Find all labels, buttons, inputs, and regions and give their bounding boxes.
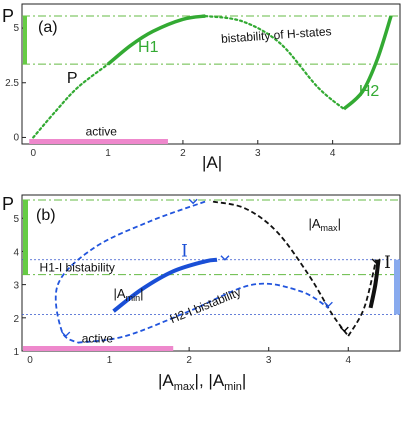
amin-sub: min <box>126 293 141 303</box>
panel-a-series <box>32 14 393 139</box>
series-b-2 <box>54 200 206 344</box>
x-tick-label-b-4: 4 <box>345 355 351 366</box>
amax-main: |A <box>308 216 320 231</box>
label-h2: H2 <box>359 83 380 100</box>
amin-main: |A <box>114 286 126 301</box>
x-tick-label-a-0: 0 <box>30 148 36 159</box>
panel-a-xlabel: |A| <box>202 153 222 172</box>
panel-a-lines <box>22 15 400 144</box>
amax-sub: max <box>321 223 339 233</box>
series-b-3 <box>77 282 329 344</box>
active-bar-a <box>29 139 168 144</box>
label-h1-i-bistability: H1-I bistability <box>40 260 115 274</box>
label-active-b: active <box>82 332 114 346</box>
y-tick-label-b-2: 3 <box>13 281 19 292</box>
x-tick-label-b-3: 3 <box>266 355 272 366</box>
bistability-bar-green-b <box>23 199 28 275</box>
xlabel-part1: |A <box>158 371 174 390</box>
panel-a-frame <box>21 3 401 145</box>
x-tick-label-a-3: 3 <box>255 148 261 159</box>
y-tick-label-a-0: 0 <box>13 132 19 143</box>
xlabel-sub1: max <box>174 381 195 393</box>
xlabel-sub2: min <box>224 381 242 393</box>
label-i-left: I <box>181 241 188 261</box>
active-bar-b <box>23 346 174 351</box>
series-a-h2 <box>342 15 393 111</box>
series-b-5 <box>368 259 381 309</box>
series-b-4 <box>347 259 378 337</box>
arrowhead-5 <box>188 198 198 205</box>
label-h1: H1 <box>138 39 159 56</box>
x-tick-label-a-2: 2 <box>180 148 186 159</box>
y-tick-label-b-1: 2 <box>13 314 19 325</box>
arrowhead-0 <box>339 326 349 333</box>
y-tick-label-b-0: 1 <box>13 347 19 358</box>
y-tick-label-b-3: 4 <box>13 247 19 258</box>
label-active-a: active <box>86 124 118 138</box>
panel-a-ticks: 0 1 2 3 4 0 2.5 5 <box>5 23 336 159</box>
arrowhead-1 <box>61 331 71 338</box>
amin-end: | <box>140 286 143 301</box>
series-b-1 <box>112 257 218 313</box>
series-a-h1 <box>106 14 206 66</box>
y-tick-label-a-1: 2.5 <box>5 78 19 89</box>
arrowhead-3 <box>220 255 230 261</box>
arrowhead-4 <box>371 258 381 265</box>
series-a-p <box>32 63 110 139</box>
panel-a: P (a) |A| 0 1 2 3 4 0 2.5 5 H1 P H2 bistability… <box>2 3 401 172</box>
x-tick-label-b-0: 0 <box>27 355 33 366</box>
label-amax: |Amax| <box>308 216 340 233</box>
x-tick-label-a-4: 4 <box>330 148 336 159</box>
xlabel-part2: |, |A <box>195 371 225 390</box>
arrowhead-2 <box>323 301 333 308</box>
y-tick-label-b-4: 5 <box>13 214 19 225</box>
panel-b-series <box>54 198 381 344</box>
panel-b-xlabel: |Amax|, |Amin| <box>158 371 246 393</box>
panel-b-lines <box>22 199 400 351</box>
bistability-bar-a <box>23 16 27 65</box>
label-i-right: I <box>384 253 391 273</box>
panel-b-label: (b) <box>36 207 56 224</box>
xlabel-part3: | <box>242 371 246 390</box>
x-tick-label-b-1: 1 <box>107 355 113 366</box>
panel-a-label: (a) <box>38 19 58 36</box>
panel-a-ylabel: P <box>2 6 14 26</box>
x-tick-label-b-2: 2 <box>186 355 192 366</box>
x-tick-label-a-1: 1 <box>105 148 111 159</box>
label-p: P <box>67 70 78 87</box>
label-h2-i-bistability: H2-I bistability <box>168 285 243 326</box>
series-a-branch-2 <box>204 14 345 111</box>
amax-end: | <box>338 216 341 231</box>
bistability-bar-blue-b <box>394 259 400 315</box>
panel-b-ylabel: P <box>2 194 14 214</box>
y-tick-label-a-2: 5 <box>13 23 19 34</box>
series-b-0 <box>212 200 350 337</box>
label-bistability: bistability of H-states <box>221 24 332 46</box>
label-amin: |Amin| <box>114 286 144 303</box>
